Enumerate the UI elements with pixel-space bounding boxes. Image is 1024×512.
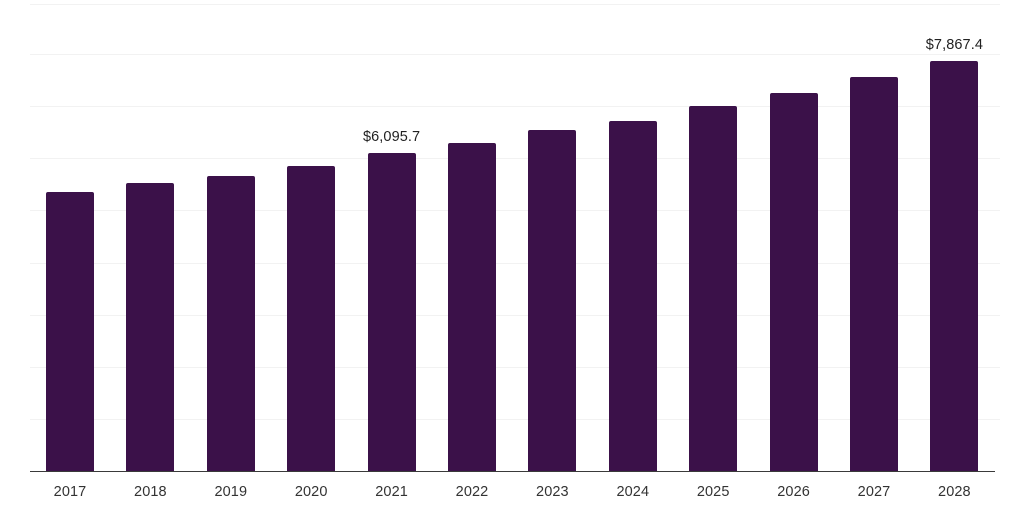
bar-2025[interactable] bbox=[689, 105, 738, 471]
bar-2018[interactable] bbox=[126, 183, 175, 471]
bar-2026[interactable] bbox=[769, 92, 818, 471]
x-tick-2025: 2025 bbox=[696, 484, 730, 500]
gridline bbox=[30, 210, 1000, 212]
bar-2021[interactable] bbox=[367, 153, 416, 471]
x-tick-2022: 2022 bbox=[455, 484, 489, 500]
x-tick-2027: 2027 bbox=[857, 484, 891, 500]
x-tick-2017: 2017 bbox=[53, 484, 87, 500]
x-tick-2026: 2026 bbox=[777, 484, 810, 500]
bar-2023[interactable] bbox=[528, 130, 577, 471]
x-tick-2021: 2021 bbox=[375, 484, 408, 500]
gridline bbox=[30, 418, 1000, 420]
bar-value-label-2021: $6,095.7 bbox=[362, 129, 421, 146]
x-tick-2024: 2024 bbox=[616, 484, 650, 500]
gridline bbox=[30, 314, 1000, 316]
gridline bbox=[30, 262, 1000, 264]
gridline bbox=[30, 54, 1000, 55]
bar-2028[interactable] bbox=[930, 60, 979, 471]
gridline bbox=[30, 4, 1000, 5]
gridline bbox=[30, 158, 1000, 160]
bar-2022[interactable] bbox=[448, 143, 496, 471]
bar-value-label-2028: $7,867.4 bbox=[925, 36, 984, 53]
x-axis-line bbox=[30, 470, 995, 472]
bar-2024[interactable] bbox=[608, 120, 657, 471]
x-tick-2018: 2018 bbox=[134, 484, 167, 500]
x-tick-2020: 2020 bbox=[294, 484, 328, 500]
x-tick-2023: 2023 bbox=[536, 484, 569, 500]
bar-2019[interactable] bbox=[206, 176, 255, 471]
x-tick-2028: 2028 bbox=[938, 484, 971, 500]
bar-2027[interactable] bbox=[850, 76, 898, 471]
gridline bbox=[30, 106, 1000, 108]
x-tick-2019: 2019 bbox=[214, 484, 248, 500]
gridline bbox=[30, 366, 1000, 368]
bar-2017[interactable] bbox=[46, 191, 94, 471]
bar-2020[interactable] bbox=[287, 166, 336, 471]
